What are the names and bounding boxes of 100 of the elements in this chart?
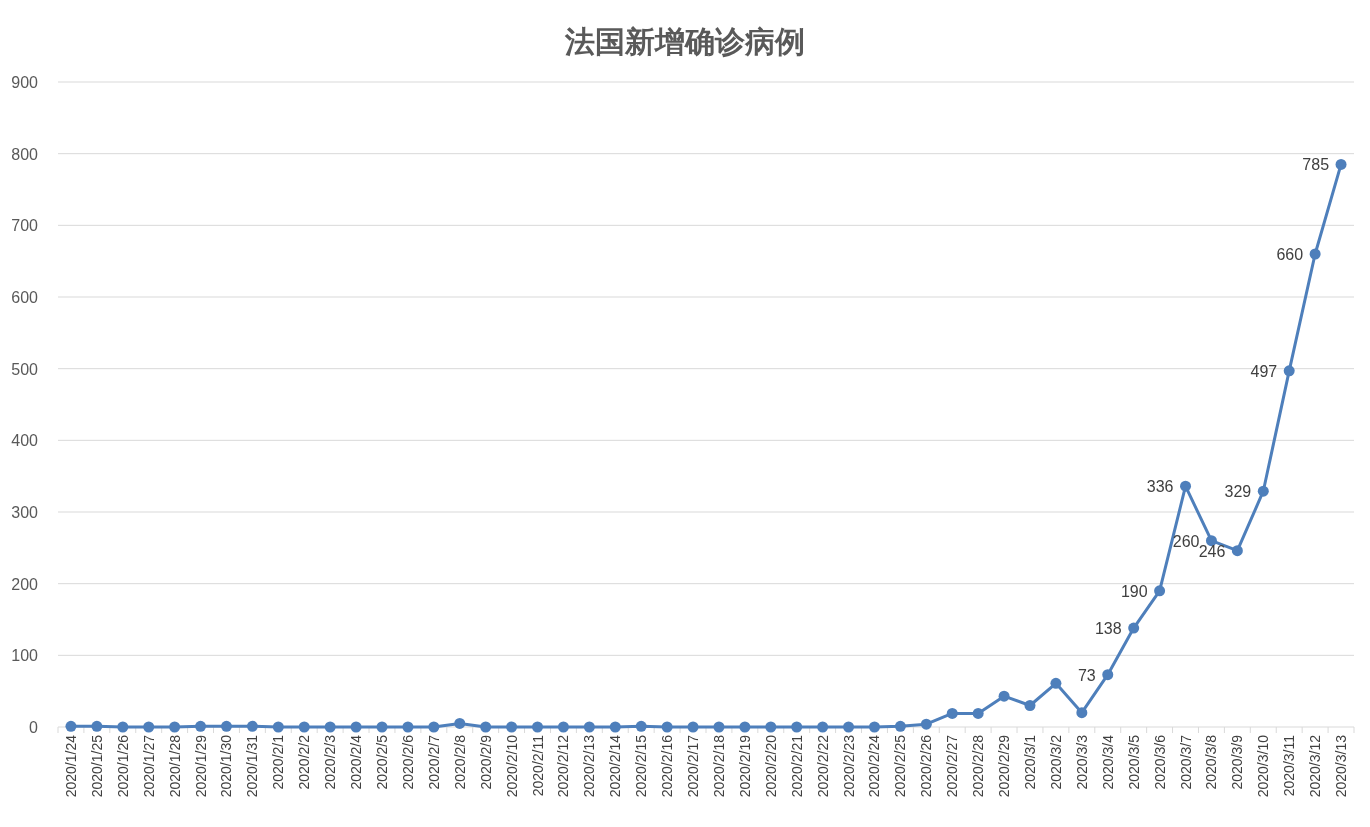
- data-label: 190: [1120, 582, 1148, 600]
- x-tick-label: 2020/2/17: [685, 734, 702, 798]
- x-tick-label: 2020/2/6: [399, 734, 416, 790]
- point: [350, 721, 362, 733]
- x-tick-label: 2020/2/12: [555, 734, 572, 798]
- x-tick-label: 2020/3/4: [1099, 734, 1116, 790]
- point: [454, 717, 466, 729]
- x-tick-label: 2020/1/27: [140, 734, 157, 798]
- data-label: 246: [1198, 542, 1226, 560]
- point: [1102, 669, 1114, 681]
- y-tick-label: 400: [11, 432, 39, 450]
- y-tick-label: 900: [11, 74, 39, 91]
- y-tick-label: 0: [29, 719, 39, 736]
- x-tick-label: 2020/1/24: [62, 734, 79, 798]
- y-tick-label: 500: [11, 360, 39, 378]
- x-tick-label: 2020/2/2: [296, 734, 313, 790]
- x-tick-label: 2020/2/1: [270, 734, 287, 790]
- x-tick-label: 2020/1/30: [218, 734, 235, 798]
- x-tick-label: 2020/3/6: [1151, 734, 1168, 790]
- point: [1076, 707, 1088, 719]
- point: [609, 721, 621, 733]
- point: [1050, 677, 1062, 689]
- point: [920, 718, 932, 730]
- point: [739, 721, 751, 733]
- chart-title: 法国新增确诊病例: [564, 25, 805, 58]
- x-tick-label: 2020/2/26: [918, 734, 935, 798]
- point: [195, 720, 207, 732]
- point: [635, 720, 647, 732]
- point: [506, 721, 518, 733]
- point: [1335, 158, 1347, 170]
- point: [65, 720, 77, 732]
- point: [894, 720, 906, 732]
- y-tick-label: 200: [11, 575, 39, 593]
- point: [972, 707, 984, 719]
- point: [1180, 480, 1192, 492]
- x-tick-label: 2020/2/8: [451, 734, 468, 790]
- point: [1231, 545, 1243, 557]
- x-tick-label: 2020/2/14: [607, 734, 624, 798]
- x-tick-label: 2020/2/28: [970, 734, 987, 798]
- x-tick-label: 2020/1/26: [114, 734, 131, 798]
- x-tick-label: 2020/3/7: [1177, 734, 1194, 790]
- y-tick-label: 700: [11, 217, 39, 235]
- point: [817, 721, 829, 733]
- x-tick-label: 2020/3/9: [1229, 734, 1246, 790]
- x-tick-label: 2020/2/3: [322, 734, 339, 790]
- point: [1257, 485, 1269, 497]
- point: [532, 721, 544, 733]
- x-tick-label: 2020/2/23: [840, 734, 857, 798]
- point: [583, 721, 595, 733]
- point: [557, 721, 569, 733]
- x-tick-label: 2020/2/4: [348, 734, 365, 790]
- data-label: 660: [1276, 246, 1304, 263]
- x-tick-label: 2020/3/1: [1022, 734, 1038, 790]
- y-tick-label: 300: [11, 504, 39, 521]
- x-tick-label: 2020/3/3: [1073, 734, 1090, 790]
- x-tick-label: 2020/3/13: [1333, 734, 1350, 798]
- point: [272, 721, 284, 733]
- x-tick-label: 2020/2/27: [944, 734, 961, 798]
- point: [1154, 585, 1166, 597]
- x-tick-label: 2020/2/21: [788, 734, 805, 798]
- point: [480, 721, 492, 733]
- point: [246, 720, 258, 732]
- x-tick-label: 2020/2/19: [736, 734, 753, 798]
- x-tick-label: 2020/2/20: [762, 734, 779, 798]
- x-tick-label: 2020/2/25: [892, 734, 909, 798]
- point: [91, 720, 103, 732]
- point: [843, 721, 855, 733]
- point: [791, 721, 803, 733]
- y-tick-label: 800: [11, 145, 39, 163]
- x-tick-label: 2020/2/24: [866, 734, 883, 798]
- y-tick-label: 100: [11, 647, 39, 665]
- point: [143, 721, 155, 733]
- x-tick-label: 2020/3/8: [1203, 734, 1220, 790]
- x-tick-label: 2020/2/11: [529, 734, 546, 797]
- point: [1024, 700, 1036, 711]
- point: [117, 721, 129, 733]
- point: [220, 720, 232, 732]
- data-label: 329: [1224, 483, 1252, 501]
- point: [713, 721, 725, 733]
- x-tick-label: 2020/3/2: [1047, 734, 1064, 790]
- data-label: 73: [1077, 666, 1096, 684]
- x-tick-label: 2020/3/12: [1307, 734, 1324, 798]
- x-tick-label: 2020/1/25: [88, 734, 105, 798]
- point: [687, 721, 699, 733]
- y-tick-label: 600: [11, 289, 39, 306]
- point: [428, 721, 440, 733]
- x-tick-label: 2020/2/15: [633, 734, 650, 798]
- x-tick-label: 2020/3/5: [1125, 734, 1142, 790]
- point: [298, 721, 310, 733]
- x-tick-label: 2020/1/28: [166, 734, 183, 798]
- point: [661, 721, 673, 733]
- point: [765, 721, 777, 733]
- x-tick-label: 2020/2/5: [374, 734, 390, 790]
- x-tick-label: 2020/2/29: [996, 734, 1013, 798]
- point: [376, 721, 388, 733]
- data-label: 138: [1094, 620, 1122, 638]
- point: [169, 721, 181, 733]
- point: [998, 690, 1010, 702]
- x-tick-label: 2020/1/29: [192, 734, 209, 798]
- x-tick-label: 2020/2/16: [659, 734, 676, 798]
